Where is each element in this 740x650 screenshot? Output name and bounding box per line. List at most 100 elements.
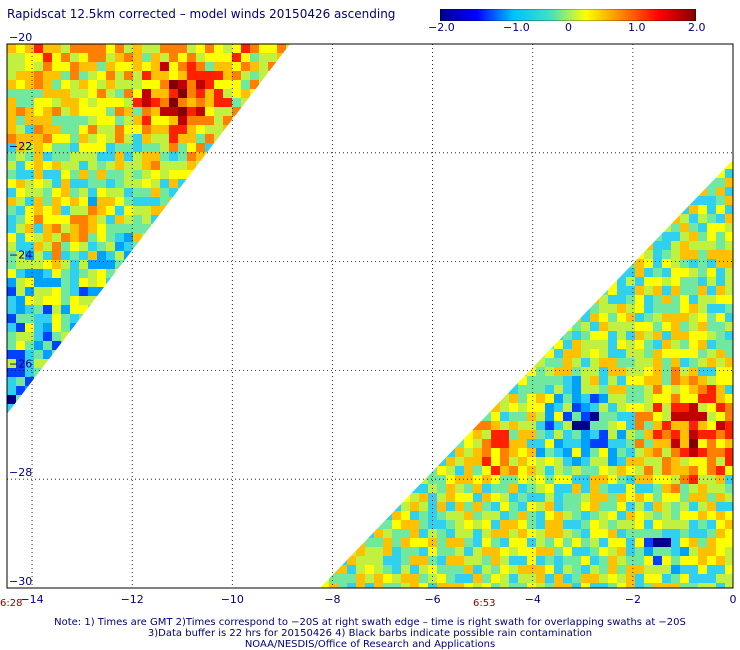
wind-cell [356,385,365,394]
wind-cell [178,71,187,80]
wind-cell [536,403,545,412]
wind-cell [590,493,599,502]
wind-cell [410,223,419,232]
wind-cell [151,125,160,134]
wind-cell [545,376,554,385]
wind-cell [259,314,268,323]
wind-cell [374,376,383,385]
wind-cell [707,574,716,583]
wind-cell [608,223,617,232]
wind-cell [277,179,286,188]
wind-cell [365,268,374,277]
wind-cell [320,223,329,232]
wind-cell [482,376,491,385]
wind-cell [223,134,232,143]
wind-cell [169,350,178,359]
wind-cell [626,502,635,511]
wind-cell [473,511,482,520]
wind-cell [259,188,268,197]
wind-cell [106,413,115,414]
wind-cell [250,206,259,215]
wind-cell [169,197,178,206]
wind-cell [347,286,356,295]
wind-cell [590,232,599,241]
wind-cell [491,556,500,565]
wind-cell [725,160,733,169]
wind-cell [419,304,428,313]
wind-cell [347,394,356,403]
wind-cell [383,268,392,277]
wind-cell [464,169,473,178]
wind-cell [97,170,106,179]
wind-cell [97,206,106,215]
wind-cell [383,394,392,403]
wind-cell [338,232,347,241]
wind-cell [545,556,554,565]
wind-cell [608,556,617,565]
wind-cell [25,242,34,251]
wind-cell [500,160,509,169]
wind-cell [617,313,626,322]
wind-cell [446,250,455,259]
wind-cell [392,376,401,385]
wind-cell [527,430,536,439]
wind-cell [464,511,473,520]
wind-cell [88,233,97,242]
wind-cell [277,395,286,404]
wind-cell [536,439,545,448]
wind-cell [545,511,554,520]
wind-cell [329,574,338,583]
wind-cell [536,475,545,484]
wind-cell [259,125,268,134]
wind-cell [626,295,635,304]
wind-cell [70,134,79,143]
wind-cell [734,385,740,394]
wind-cell [142,413,151,414]
wind-cell [725,295,733,304]
wind-cell [61,188,70,197]
wind-cell [329,520,338,529]
wind-cell [97,314,106,323]
wind-cell [536,241,545,250]
wind-cell [419,493,428,502]
wind-cell [608,484,617,493]
wind-cell [250,242,259,251]
wind-cell [52,197,61,206]
wind-cell [34,233,43,242]
wind-cell [572,583,581,588]
wind-cell [329,439,338,448]
wind-cell [491,376,500,385]
wind-cell [419,295,428,304]
wind-cell [662,250,671,259]
wind-cell [250,287,259,296]
wind-cell [7,98,16,107]
wind-cell [464,547,473,556]
wind-cell [124,224,133,233]
wind-cell [142,188,151,197]
wind-cell [482,421,491,430]
wind-cell [662,385,671,394]
wind-cell [347,232,356,241]
wind-cell [79,377,88,386]
wind-cell [25,341,34,350]
wind-cell [572,421,581,430]
wind-cell [671,178,680,187]
wind-cell [707,493,716,502]
wind-cell [446,277,455,286]
wind-cell [455,484,464,493]
wind-cell [617,448,626,457]
wind-cell [689,331,698,340]
wind-cell [374,259,383,268]
wind-cell [527,169,536,178]
wind-cell [572,214,581,223]
wind-cell [356,295,365,304]
wind-cell [401,484,410,493]
wind-cell [680,430,689,439]
wind-cell [608,421,617,430]
wind-cell [241,386,250,395]
wind-cell [500,196,509,205]
wind-cell [716,313,725,322]
wind-cell [43,143,52,152]
wind-cell [365,223,374,232]
wind-cell [653,295,662,304]
